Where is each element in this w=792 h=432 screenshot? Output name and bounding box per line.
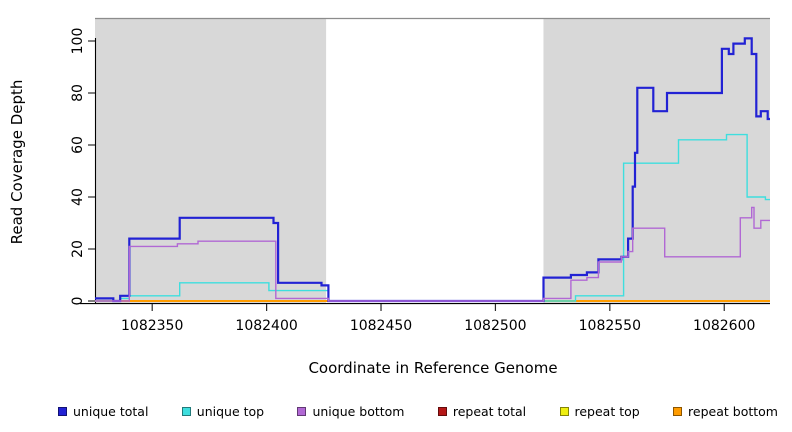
x-tick-label: 1082450: [350, 318, 412, 334]
axes: 1082350 1082400 1082450 1082500 1082550 10826…: [70, 28, 770, 334]
legend-item: repeat total: [437, 403, 527, 419]
legend-label: unique bottom: [312, 403, 405, 419]
y-tick-label: 80: [70, 84, 86, 102]
legend-item: unique top: [181, 403, 265, 419]
series-lines: [95, 37, 770, 303]
y-tick-label: 40: [70, 188, 86, 206]
x-tick-label: 1082350: [121, 318, 183, 334]
legend-label: unique total: [73, 403, 149, 419]
legend: unique total unique top unique bottom repea…: [58, 401, 778, 421]
x-tick-label: 1082600: [693, 318, 755, 334]
legend-item: unique bottom: [297, 403, 405, 419]
y-axis-title: Read Coverage Depth: [8, 80, 26, 245]
coverage-plot: 1082350 1082400 1082450 1082500 1082550 10826…: [8, 17, 770, 377]
legend-item: repeat bottom: [673, 404, 778, 419]
legend-swatch: [673, 406, 683, 416]
legend-label: unique top: [196, 403, 265, 419]
plot-background: [95, 17, 770, 303]
coverage-plot-svg: 1082350 1082400 1082450 1082500 1082550 10826…: [8, 17, 770, 377]
legend-swatch: [437, 406, 447, 416]
series-unique-bottom: [95, 206, 770, 302]
legend-swatch: [58, 406, 67, 416]
shaded-region: [543, 18, 770, 303]
x-axis-title: Coordinate in Reference Genome: [308, 359, 557, 377]
legend-label: repeat top: [574, 403, 640, 419]
legend-swatch: [297, 406, 307, 416]
y-tick-label: 0: [70, 297, 86, 306]
y-tick-label: 20: [70, 240, 86, 258]
series-unique-total: [95, 37, 770, 303]
legend-item: unique total: [58, 404, 148, 419]
legend-item: repeat top: [559, 403, 640, 419]
x-tick-label: 1082500: [464, 318, 526, 334]
x-tick-label: 1082400: [235, 318, 297, 334]
y-tick-label: 100: [70, 28, 86, 55]
shaded-region: [95, 18, 327, 303]
x-tick-label: 1082550: [579, 318, 641, 334]
legend-swatch: [181, 406, 191, 416]
legend-label: repeat total: [452, 403, 527, 419]
legend-swatch: [559, 406, 569, 416]
y-tick-label: 60: [70, 136, 86, 154]
legend-label: repeat bottom: [688, 403, 778, 419]
